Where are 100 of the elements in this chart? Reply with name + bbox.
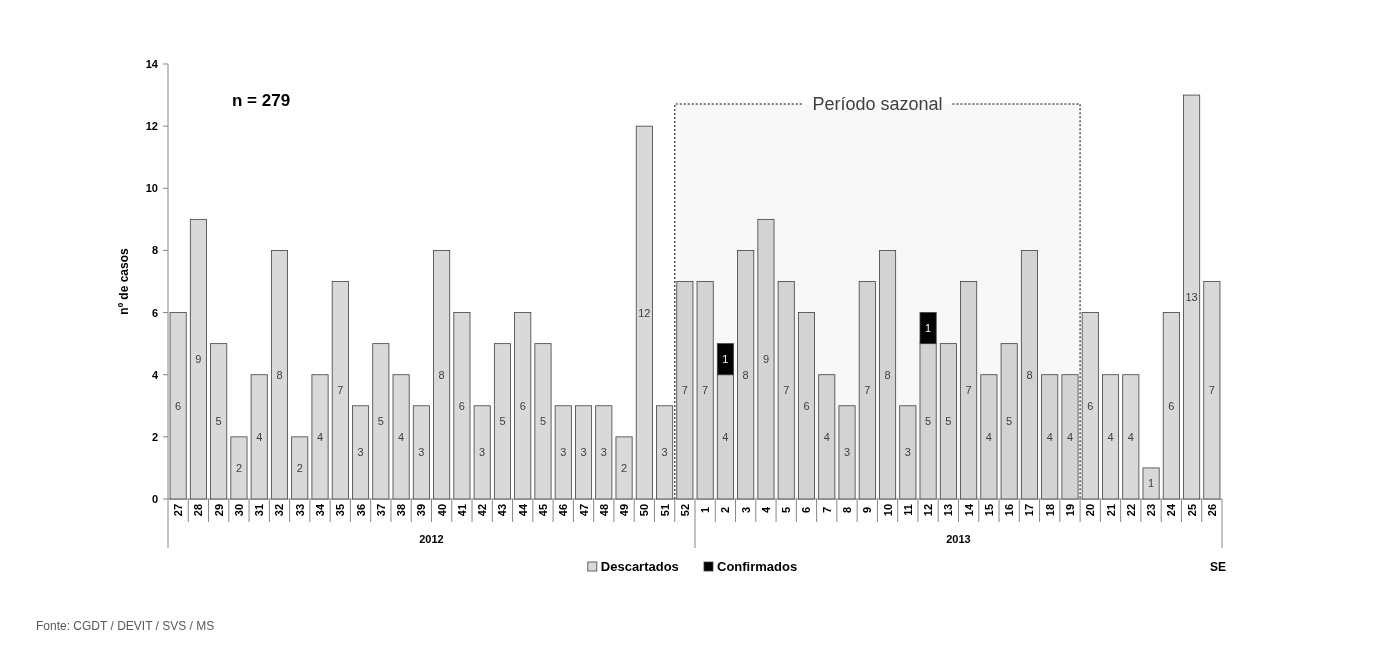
data-label: 2 [296, 461, 303, 474]
x-tick-label: 44 [516, 503, 529, 517]
data-label: 8 [276, 368, 283, 381]
y-axis-title: nº de casos [117, 247, 131, 315]
x-tick-label: 8 [841, 506, 854, 514]
x-tick-label: 51 [658, 503, 671, 517]
bar [1061, 374, 1079, 500]
data-label: 5 [215, 415, 222, 428]
bar [1081, 312, 1099, 500]
data-label: 1 [925, 322, 932, 335]
bar [1000, 343, 1018, 500]
bar [453, 312, 471, 500]
x-tick-label: 22 [1124, 503, 1137, 517]
y-tick-label: 14 [145, 58, 159, 70]
x-tick-label: 20 [1084, 503, 1097, 517]
x-tick-label: 3 [739, 506, 752, 514]
data-label: 3 [418, 446, 425, 459]
bar [433, 250, 451, 500]
x-tick-label: 28 [192, 503, 205, 517]
bar [656, 405, 674, 500]
y-tick-label: 0 [151, 493, 158, 505]
x-tick-label: 15 [982, 503, 995, 517]
data-label: 2 [235, 461, 242, 474]
x-tick-label: 26 [1205, 503, 1218, 517]
x-tick-label: 21 [1104, 503, 1117, 517]
bar [372, 343, 390, 500]
annotation: n = 279 [232, 91, 291, 110]
x-tick-label: 39 [415, 503, 428, 517]
x-tick-label: 47 [577, 503, 590, 517]
x-tick-label: 11 [901, 504, 914, 516]
bar [575, 405, 593, 500]
x-tick-label: 45 [536, 503, 549, 517]
x-tick-label: 10 [881, 503, 894, 517]
data-label: 12 [638, 306, 651, 319]
bar [858, 281, 876, 500]
bar [331, 281, 349, 500]
bar [939, 343, 957, 500]
x-tick-label: 34 [314, 503, 327, 517]
x-tick-label: 41 [455, 503, 468, 517]
bar [899, 405, 917, 500]
x-tick-label: 6 [800, 506, 813, 514]
x-tick-label: 17 [1023, 503, 1036, 517]
x-tick-label: 42 [476, 503, 489, 517]
x-tick-label: 27 [172, 503, 185, 517]
data-label: 7 [783, 384, 790, 397]
bar [169, 312, 187, 500]
bar [797, 312, 815, 500]
x-tick-label: 31 [253, 503, 266, 517]
x-tick-label: 32 [273, 503, 286, 517]
x-tick-label: 2 [719, 506, 732, 514]
data-label: 5 [925, 415, 932, 428]
bar [392, 374, 410, 500]
data-label: 7 [681, 384, 688, 397]
data-label: 7 [965, 384, 972, 397]
bar [230, 436, 248, 500]
data-label: 6 [803, 399, 810, 412]
x-tick-label: 35 [334, 503, 347, 517]
x-tick-label: 49 [618, 503, 631, 517]
bar [1162, 312, 1180, 500]
x-tick-label: 9 [861, 506, 874, 514]
bar [534, 343, 552, 500]
data-label: 6 [175, 399, 182, 412]
source-note: Fonte: CGDT / DEVIT / SVS / MS [36, 619, 215, 633]
data-label: 8 [438, 368, 445, 381]
x-tick-label: 14 [962, 503, 975, 517]
bar [635, 125, 653, 500]
x-tick-label: 37 [374, 503, 387, 517]
data-label: 4 [256, 430, 263, 443]
bar [1203, 281, 1221, 500]
x-tick-label: 50 [638, 503, 651, 517]
bar [291, 436, 309, 500]
bar [1183, 94, 1201, 500]
x-tick-label: 25 [1185, 503, 1198, 517]
bar [737, 250, 755, 500]
bar [1122, 374, 1140, 500]
bar [757, 218, 775, 500]
y-tick-label: 6 [151, 306, 158, 319]
y-tick-label: 10 [145, 182, 158, 195]
band-label: Período sazonal [812, 94, 943, 114]
x-tick-label: 43 [496, 503, 509, 517]
bar [554, 405, 572, 500]
y-tick-label: 2 [151, 430, 158, 443]
bar [980, 374, 998, 500]
data-label: 1 [1148, 477, 1155, 490]
text: SE [1210, 560, 1227, 574]
bar [777, 281, 795, 500]
data-label: 8 [1026, 368, 1033, 381]
data-label: 5 [499, 415, 506, 428]
bar [1020, 250, 1038, 500]
data-label: 4 [1107, 430, 1114, 443]
data-label: 3 [479, 446, 486, 459]
x-tick-label: 24 [1165, 503, 1178, 517]
bar [250, 374, 268, 500]
data-label: 6 [458, 399, 465, 412]
bar [473, 405, 491, 500]
data-label: 2 [621, 461, 628, 474]
bar [270, 250, 288, 500]
data-label: 4 [1127, 430, 1134, 443]
text: 2013 [946, 533, 971, 545]
bar [676, 281, 694, 500]
